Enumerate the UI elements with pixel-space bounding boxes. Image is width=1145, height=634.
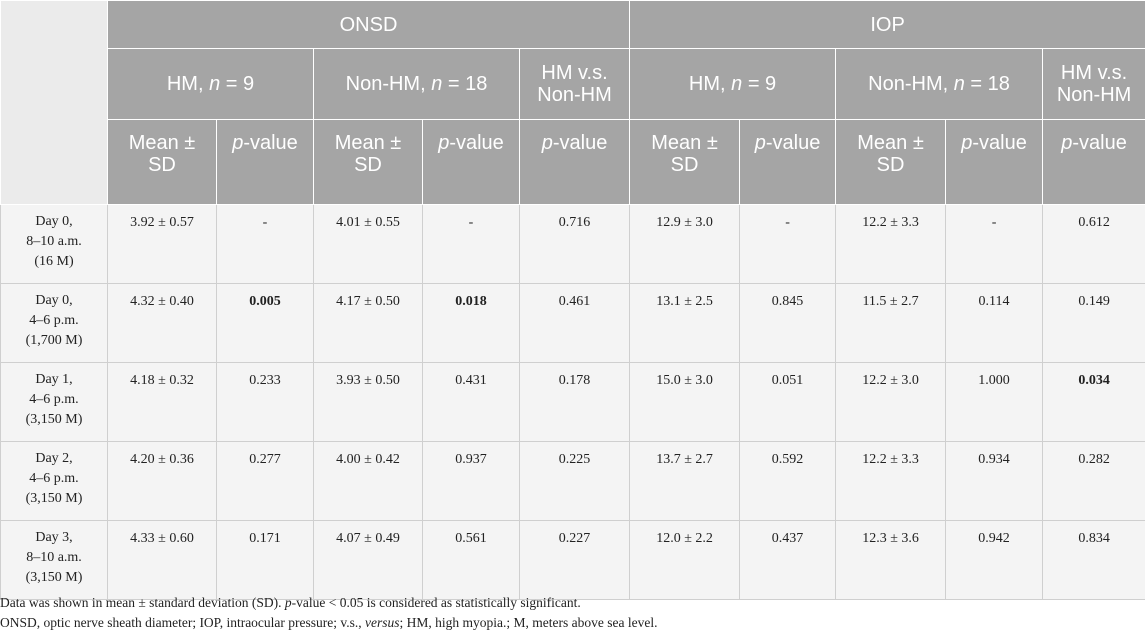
table-cell: 1.000 — [945, 362, 1044, 442]
table-cell: 12.2 ± 3.3 — [835, 441, 947, 521]
table-cell: 4.00 ± 0.42 — [313, 441, 423, 521]
subgroup-header-iop-nonhm: Non-HM, n = 18 — [835, 48, 1044, 120]
col-header-p-value: p-value — [518, 119, 631, 205]
table-cell: 0.834 — [1042, 520, 1145, 600]
table-cell: 0.171 — [216, 520, 314, 600]
table-cell: 0.934 — [945, 441, 1044, 521]
subgroup-header-onsd-compare: HM v.s. Non-HM — [518, 48, 631, 120]
table-cell: 0.592 — [739, 441, 837, 521]
table-cell: 0.114 — [945, 283, 1044, 363]
table-cell: 12.0 ± 2.2 — [629, 520, 741, 600]
table-cell: 0.461 — [518, 283, 631, 363]
subgroup-header-iop-compare: HM v.s. Non-HM — [1042, 48, 1145, 120]
table-cell: 13.1 ± 2.5 — [629, 283, 741, 363]
table-cell: 4.01 ± 0.55 — [313, 204, 423, 284]
col-header-mean-sd: Mean ± SD — [107, 119, 217, 205]
table-cell: 4.17 ± 0.50 — [313, 283, 423, 363]
group-header-iop: IOP — [629, 0, 1145, 49]
table-cell: 0.277 — [216, 441, 314, 521]
subgroup-header-iop-hm: HM, n = 9 — [629, 48, 837, 120]
table-cell: 4.18 ± 0.32 — [107, 362, 217, 442]
table-cell: 13.7 ± 2.7 — [629, 441, 741, 521]
footnote-line-1: Data was shown in mean ± standard deviat… — [0, 595, 581, 610]
subgroup-header-onsd-hm: HM, n = 9 — [107, 48, 314, 120]
table-cell: 0.149 — [1042, 283, 1145, 363]
row-label: Day 0, 8–10 a.m. (16 M) — [0, 204, 108, 284]
data-table: ONSD IOP HM, n = 9 Non-HM, n = 18 HM v.s… — [0, 0, 1145, 600]
table-cell: 4.33 ± 0.60 — [107, 520, 217, 600]
table-cell: 0.716 — [518, 204, 631, 284]
table-cell: 4.20 ± 0.36 — [107, 441, 217, 521]
table-cell: - — [216, 204, 314, 284]
table-cell: 0.845 — [739, 283, 837, 363]
table-cell: 15.0 ± 3.0 — [629, 362, 741, 442]
table-cell: 3.92 ± 0.57 — [107, 204, 217, 284]
col-header-mean-sd: Mean ± SD — [313, 119, 423, 205]
table-row: Day 1, 4–6 p.m. (3,150 M) 4.18 ± 0.32 0.233 3… — [0, 362, 1145, 442]
row-label: Day 3, 8–10 a.m. (3,150 M) — [0, 520, 108, 600]
col-header-p-value: p-value — [216, 119, 314, 205]
table-cell: 0.227 — [518, 520, 631, 600]
table-cell: 0.561 — [422, 520, 520, 600]
col-header-mean-sd: Mean ± SD — [629, 119, 741, 205]
table-cell: 0.431 — [422, 362, 520, 442]
table-cell: 0.937 — [422, 441, 520, 521]
table-row: Day 0, 8–10 a.m. (16 M) 3.92 ± 0.57-4.01 ± … — [0, 204, 1145, 284]
table-cell: 0.018 — [422, 283, 520, 363]
col-header-p-value: p-value — [1042, 119, 1145, 205]
table-cell: 11.5 ± 2.7 — [835, 283, 947, 363]
table-cell: 0.612 — [1042, 204, 1145, 284]
table-row: Day 2, 4–6 p.m. (3,150 M) 4.20 ± 0.36 0.277 4… — [0, 441, 1145, 521]
table-cell: 12.9 ± 3.0 — [629, 204, 741, 284]
table-cell: 3.93 ± 0.50 — [313, 362, 423, 442]
table-cell: 0.437 — [739, 520, 837, 600]
col-header-mean-sd: Mean ± SD — [835, 119, 947, 205]
table-footnotes: Data was shown in mean ± standard deviat… — [0, 593, 1145, 633]
table-cell: 0.233 — [216, 362, 314, 442]
table-cell: 0.225 — [518, 441, 631, 521]
table-cell: 12.3 ± 3.6 — [835, 520, 947, 600]
table-cell: - — [945, 204, 1044, 284]
table-cell: 0.051 — [739, 362, 837, 442]
col-header-p-value: p-value — [945, 119, 1044, 205]
footnote-line-2: ONSD, optic nerve sheath diameter; IOP, … — [0, 615, 658, 630]
table-cell: 0.005 — [216, 283, 314, 363]
table-row: Day 3, 8–10 a.m. (3,150 M) 4.33 ± 0.60 0.171… — [0, 520, 1145, 600]
table-cell: 12.2 ± 3.0 — [835, 362, 947, 442]
table-cell: 0.178 — [518, 362, 631, 442]
table-cell: 0.282 — [1042, 441, 1145, 521]
table-cell: - — [422, 204, 520, 284]
table-cell: 0.034 — [1042, 362, 1145, 442]
table-cell: - — [739, 204, 837, 284]
col-header-p-value: p-value — [422, 119, 520, 205]
table-row: Day 0, 4–6 p.m. (1,700 M) 4.32 ± 0.40 0.005 4… — [0, 283, 1145, 363]
table-cell: 4.32 ± 0.40 — [107, 283, 217, 363]
table-cell: 12.2 ± 3.3 — [835, 204, 947, 284]
col-header-p-value: p-value — [739, 119, 837, 205]
table-cell: 4.07 ± 0.49 — [313, 520, 423, 600]
row-label: Day 1, 4–6 p.m. (3,150 M) — [0, 362, 108, 442]
row-label: Day 2, 4–6 p.m. (3,150 M) — [0, 441, 108, 521]
row-label: Day 0, 4–6 p.m. (1,700 M) — [0, 283, 108, 363]
corner-cell — [0, 0, 108, 205]
group-header-onsd: ONSD — [106, 0, 631, 49]
subgroup-header-onsd-nonhm: Non-HM, n = 18 — [313, 48, 520, 120]
table-cell: 0.942 — [945, 520, 1044, 600]
